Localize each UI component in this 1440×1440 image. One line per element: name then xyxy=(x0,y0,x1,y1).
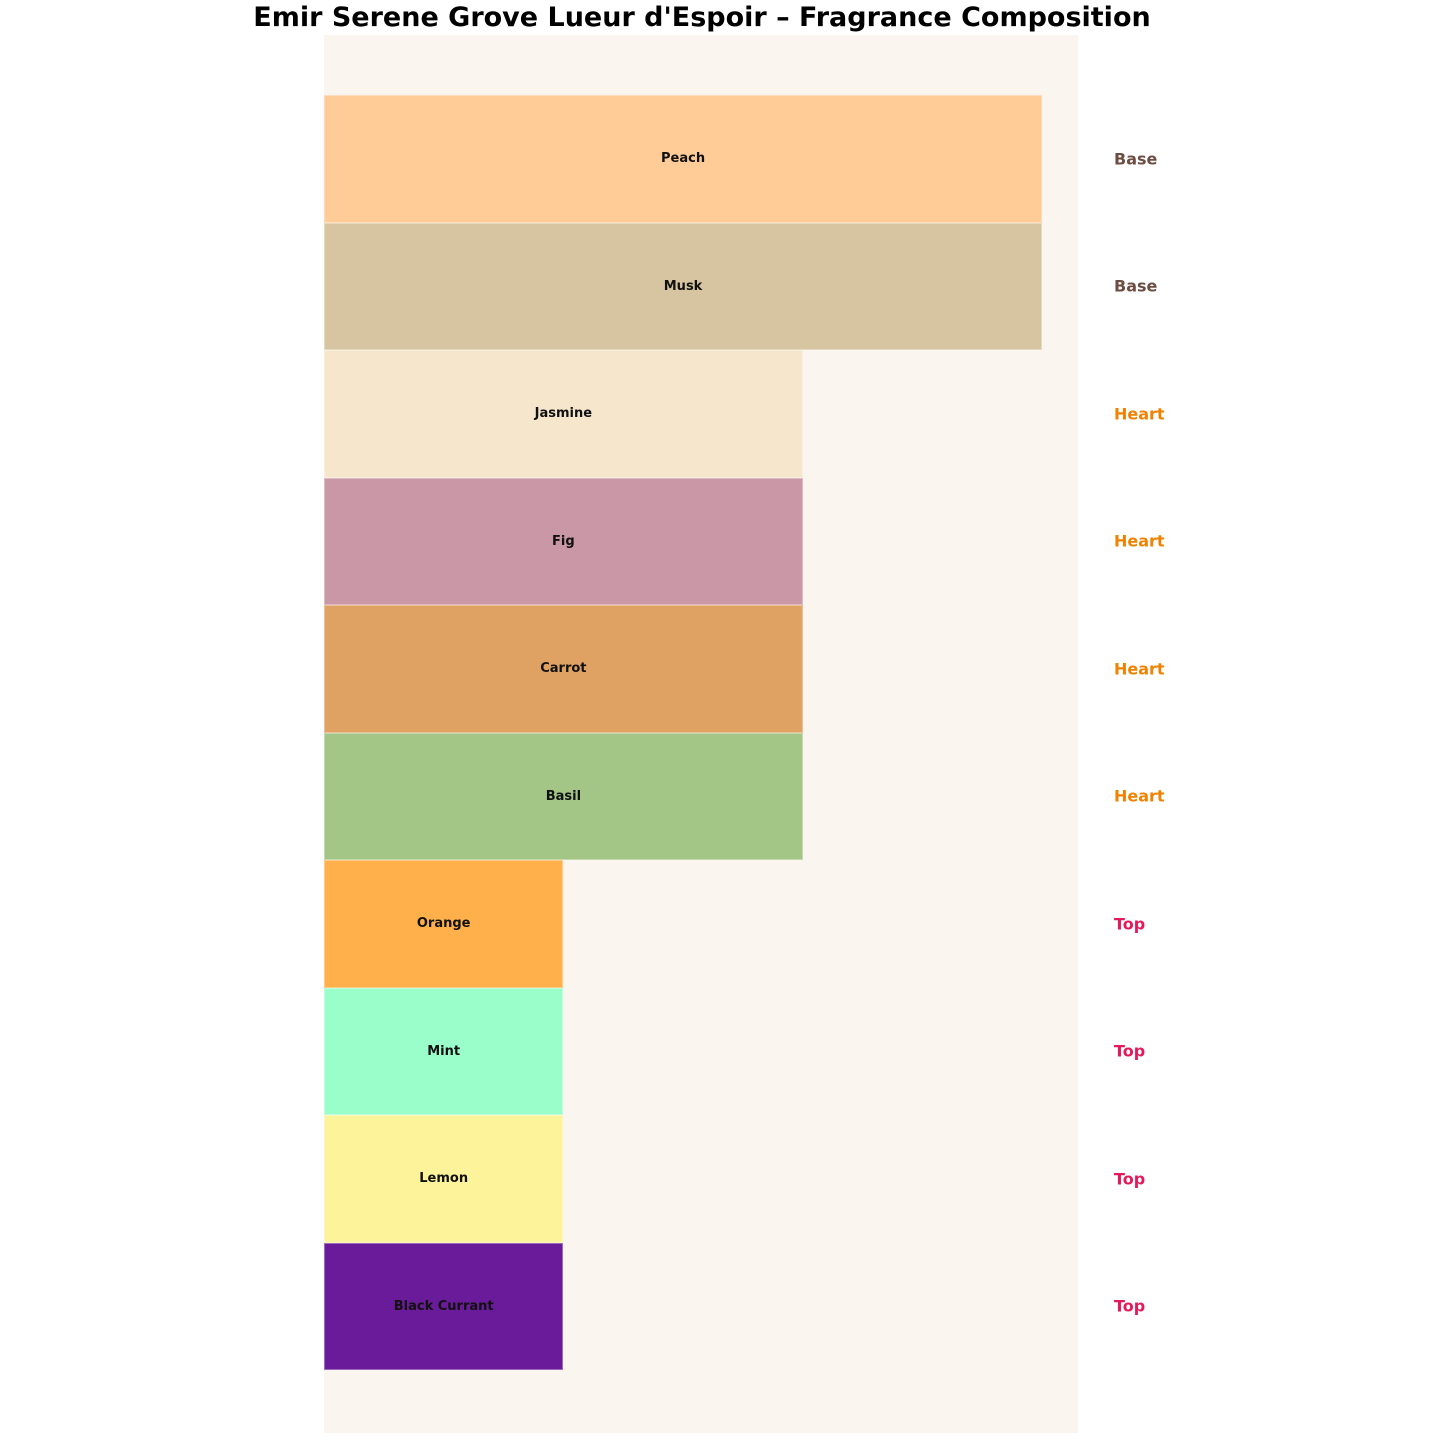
layer-label: Top xyxy=(1114,1041,1146,1061)
plot-area: Peach Musk Jasmine Fig Carrot Basil Orange Mint… xyxy=(324,35,1078,1433)
note-label: Black Currant xyxy=(393,1298,494,1314)
bar-row: Fig xyxy=(324,477,1078,605)
note-label: Peach xyxy=(661,151,706,167)
bar-row: Lemon xyxy=(324,1115,1078,1243)
layer-label: Top xyxy=(1114,1169,1146,1189)
layer-label: Heart xyxy=(1114,786,1165,806)
bar-row: Carrot xyxy=(324,605,1078,733)
layer-label: Top xyxy=(1114,1296,1146,1316)
note-bar: Fig xyxy=(324,477,803,605)
bar-row: Black Currant xyxy=(324,1242,1078,1370)
layer-label: Base xyxy=(1114,276,1158,296)
note-bar: Carrot xyxy=(324,605,803,733)
layer-label: Heart xyxy=(1114,659,1165,679)
note-bar: Musk xyxy=(324,222,1043,350)
note-label: Fig xyxy=(552,533,575,549)
bar-row: Mint xyxy=(324,987,1078,1115)
layer-label: Base xyxy=(1114,149,1158,169)
note-label: Jasmine xyxy=(534,406,593,422)
note-label: Carrot xyxy=(540,661,587,677)
layer-label: Top xyxy=(1114,914,1146,934)
note-bar: Jasmine xyxy=(324,350,803,478)
bar-rows: Peach Musk Jasmine Fig Carrot Basil Orange Mint… xyxy=(324,95,1078,1370)
note-bar: Orange xyxy=(324,860,564,988)
note-label: Basil xyxy=(545,788,582,804)
note-label: Musk xyxy=(663,278,703,294)
note-label: Lemon xyxy=(419,1171,469,1187)
note-bar: Lemon xyxy=(324,1115,564,1243)
note-bar: Black Currant xyxy=(324,1242,564,1370)
note-bar: Basil xyxy=(324,732,803,860)
bar-row: Basil xyxy=(324,732,1078,860)
bar-row: Peach xyxy=(324,95,1078,223)
chart-title: Emir Serene Grove Lueur d'Espoir – Fragr… xyxy=(253,2,1151,33)
bar-row: Orange xyxy=(324,860,1078,988)
note-label: Mint xyxy=(427,1043,461,1059)
bar-row: Jasmine xyxy=(324,350,1078,478)
layer-label: Heart xyxy=(1114,404,1165,424)
note-bar: Peach xyxy=(324,95,1043,223)
note-bar: Mint xyxy=(324,987,564,1115)
layer-label: Heart xyxy=(1114,531,1165,551)
note-label: Orange xyxy=(416,916,471,932)
bar-row: Musk xyxy=(324,222,1078,350)
